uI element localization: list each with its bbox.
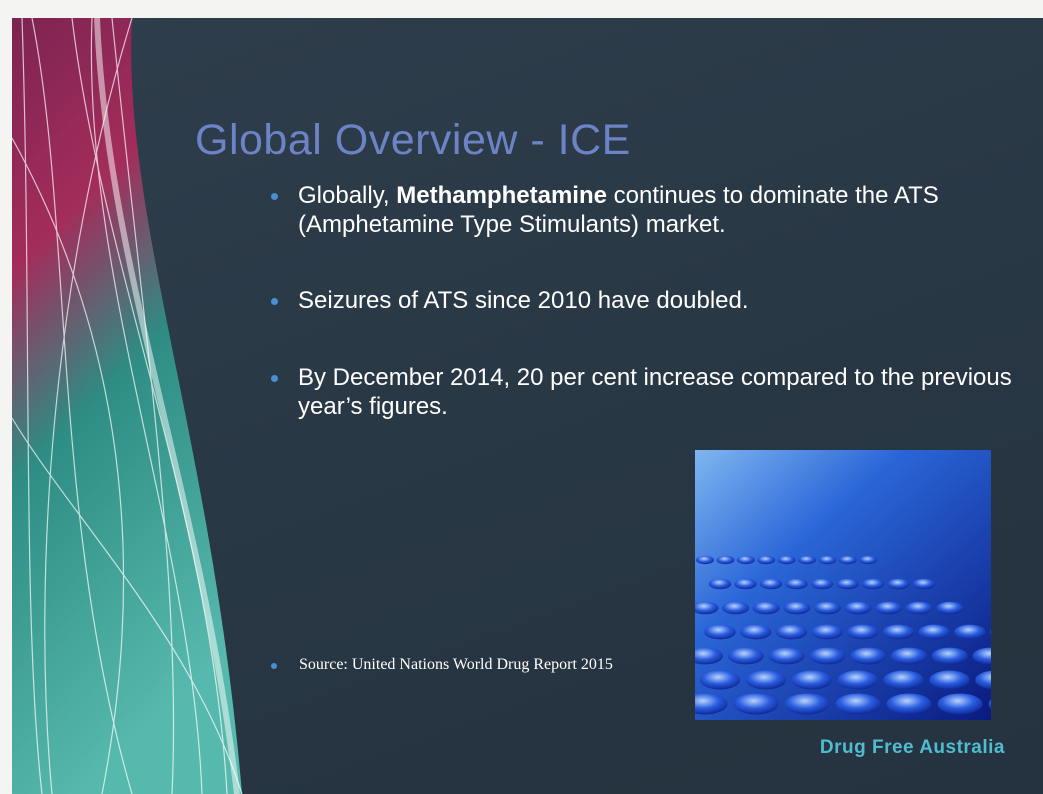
tablet <box>887 579 910 590</box>
tablet <box>845 602 872 615</box>
tablet <box>859 556 877 564</box>
tablet <box>760 579 783 590</box>
tablet <box>938 694 983 715</box>
tablet <box>954 625 986 640</box>
tablet <box>913 579 936 590</box>
bullet: By December 2014, 20 per cent increase c… <box>298 363 1038 421</box>
source: Source: United Nations World Drug Report… <box>299 656 613 674</box>
bullet-text: Seizures of ATS since 2010 have doubled. <box>298 287 749 314</box>
tablet <box>769 648 805 665</box>
tablet <box>836 694 881 715</box>
tablet <box>836 579 859 590</box>
tablet <box>778 556 796 564</box>
tablet <box>757 556 775 564</box>
tablet <box>792 671 833 690</box>
tablet <box>862 579 885 590</box>
tablet <box>811 579 834 590</box>
bullet-text: Globally, <box>298 182 390 209</box>
tablet <box>798 556 816 564</box>
tablet <box>875 602 902 615</box>
tablet <box>883 671 924 690</box>
tablet <box>814 602 841 615</box>
tablet <box>936 602 963 615</box>
tablet <box>737 556 755 564</box>
tablet <box>746 671 787 690</box>
bullet-text: By December 2014, 20 per cent increase c… <box>298 364 1012 420</box>
tablet <box>734 579 757 590</box>
tablet <box>716 556 734 564</box>
tablet <box>811 625 843 640</box>
tablet <box>891 648 927 665</box>
tablet <box>700 671 741 690</box>
tablet <box>809 648 845 665</box>
brand: Drug Free Australia <box>820 737 1005 759</box>
slide: Global Overview - ICE Globally, Methamph… <box>12 18 1043 794</box>
title: Global Overview - ICE <box>195 116 631 165</box>
tablet <box>906 602 933 615</box>
tablet <box>818 556 836 564</box>
bullet: Seizures of ATS since 2010 have doubled. <box>298 286 1038 315</box>
tablet <box>785 579 808 590</box>
page: {"slide": { "title": "Global Overview - … <box>0 0 1043 794</box>
tablet-photo <box>695 450 991 720</box>
tablet <box>932 648 968 665</box>
tablet <box>728 648 764 665</box>
tablet <box>722 602 749 615</box>
tablet <box>753 602 780 615</box>
tablet <box>918 625 950 640</box>
tablet <box>776 625 808 640</box>
bullet: Globally, Methamphetamine continues to d… <box>298 181 1038 239</box>
tablet <box>850 648 886 665</box>
tablet <box>740 625 772 640</box>
tablet <box>839 556 857 564</box>
tablet <box>785 694 830 715</box>
tablet <box>837 671 878 690</box>
tablet <box>696 556 714 564</box>
bullet-text: continues to dominate the ATS (Amphetami… <box>298 182 939 238</box>
tablet <box>887 694 932 715</box>
tablet <box>734 694 779 715</box>
bullet-bold: Methamphetamine <box>396 182 607 209</box>
tablet <box>704 625 736 640</box>
tablet <box>929 671 970 690</box>
tablet <box>883 625 915 640</box>
tablet <box>709 579 732 590</box>
tablet <box>847 625 879 640</box>
tablet <box>783 602 810 615</box>
